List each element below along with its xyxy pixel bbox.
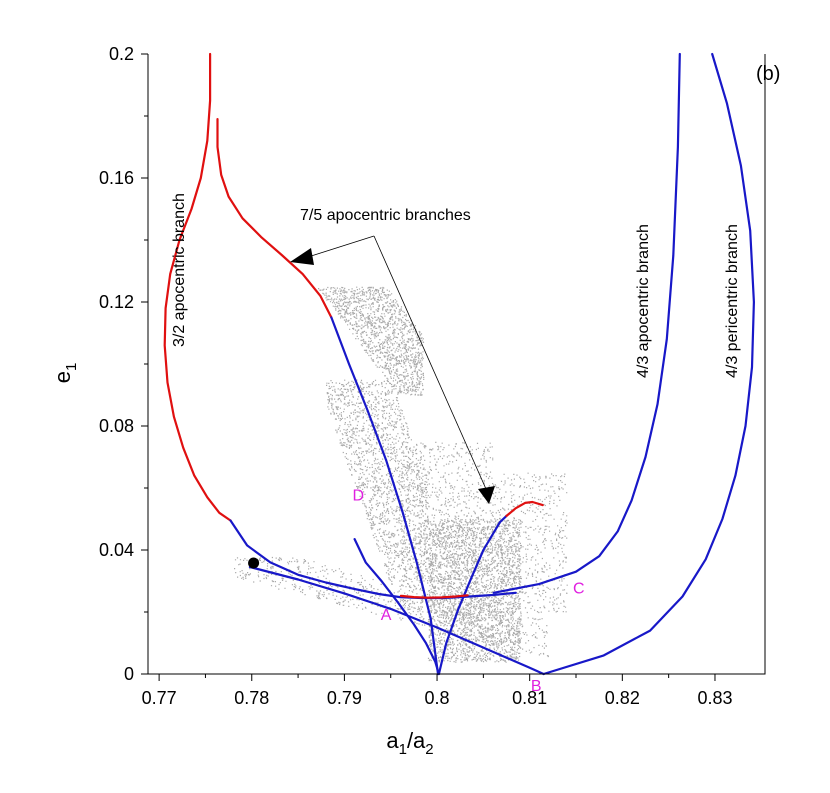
panel-label: (b) <box>756 63 780 85</box>
annotation-43-pericentric-branch: 4/3 pericentric branch <box>724 224 741 378</box>
point-label-d: D <box>353 487 365 504</box>
y-tick-label: 0.08 <box>99 416 134 436</box>
x-tick-label: 0.83 <box>697 688 732 708</box>
red-branch-curve-7 <box>399 594 469 599</box>
annotation-32-apocentric-branch: 3/2 apocentric branch <box>171 193 188 347</box>
x-tick-label: 0.8 <box>425 688 450 708</box>
ticks: 0.77 0.78 0.79 0.8 0.81 0.82 0.83 0 0.04 0.08 0.12… <box>99 44 733 708</box>
blue-branch-curve-6 <box>437 514 508 676</box>
point-label-b: B <box>531 678 542 695</box>
point-label-c: C <box>573 580 585 597</box>
y-tick-label: 0 <box>124 664 134 684</box>
x-tick-label: 0.79 <box>327 688 362 708</box>
blue-branch-curve-5 <box>353 537 440 676</box>
point-label-a: A <box>381 607 392 624</box>
blue-branch-curve-2 <box>229 519 517 600</box>
x-tick-label: 0.81 <box>512 688 547 708</box>
y-tick-label: 0.16 <box>99 168 134 188</box>
annotation-arrows <box>290 235 495 504</box>
red-branch-curve-1 <box>163 52 232 522</box>
y-axis-title: e1 <box>50 363 80 384</box>
arrowhead-left <box>290 248 314 265</box>
x-axis-title: a1/a2 <box>386 728 433 758</box>
x-tick-label: 0.78 <box>234 688 269 708</box>
chaotic-region-points <box>234 286 568 663</box>
y-tick-label: 0.12 <box>99 292 134 312</box>
curves <box>163 52 756 676</box>
y-tick-label: 0.04 <box>99 540 134 560</box>
scatter-cloud <box>234 286 568 663</box>
blue-branch-curve-4 <box>330 316 440 676</box>
annotation-75-apocentric-branches: 7/5 apocentric branches <box>300 207 471 224</box>
x-tick-label: 0.77 <box>142 688 177 708</box>
annotation-43-apocentric-branch: 4/3 apocentric branch <box>635 224 652 378</box>
blue-branch-curve-10 <box>492 52 681 594</box>
red-branch-curve-8 <box>505 500 544 518</box>
arrowhead-right <box>478 486 495 504</box>
black-point-marker <box>248 557 260 569</box>
text-labels: A B C D <box>353 487 585 695</box>
axes <box>147 54 766 675</box>
axis-frame <box>147 54 766 675</box>
y-tick-label: 0.2 <box>109 44 134 64</box>
blue-branch-curve-11 <box>542 52 756 676</box>
red-branch-curve-3 <box>216 117 333 319</box>
x-tick-label: 0.82 <box>605 688 640 708</box>
blue-branch-curve-9 <box>248 565 545 676</box>
